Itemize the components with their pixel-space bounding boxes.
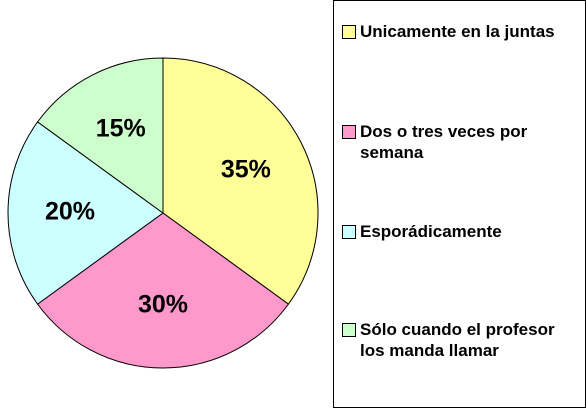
pie-slice (7, 121, 164, 305)
data-label: 20% (45, 198, 95, 226)
data-label: 15% (96, 115, 146, 143)
pie-chart: 35% 30% 20% 15% (7, 57, 319, 369)
data-label: 35% (221, 155, 271, 183)
legend-label: Unicamente en la juntas (360, 22, 555, 41)
legend-swatch (342, 225, 356, 239)
pie-slice (36, 57, 164, 214)
legend-swatch (342, 125, 356, 139)
pie-slice (162, 57, 319, 305)
legend-label: Sólo cuando el profesor los manda llamar (360, 320, 555, 360)
legend-swatch (342, 25, 356, 39)
legend-entry: Esporádicamente (342, 221, 582, 242)
legend-swatch (342, 323, 356, 337)
data-label: 30% (138, 291, 188, 319)
legend-entry: Sólo cuando el profesor los manda llamar (342, 319, 582, 361)
legend-entry: Unicamente en la juntas (342, 21, 582, 42)
legend-label: Dos o tres veces por semana (360, 122, 528, 162)
legend-label: Esporádicamente (360, 222, 502, 241)
pie-slice (36, 212, 290, 369)
legend: Unicamente en la juntas Dos o tres veces … (333, 0, 586, 408)
legend-entry: Dos o tres veces por semana (342, 121, 582, 163)
